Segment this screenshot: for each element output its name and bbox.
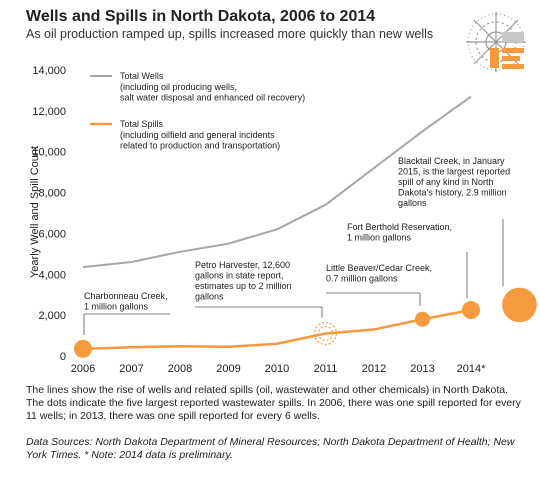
annotation-label: gallons	[195, 292, 224, 302]
annotation-label: Blacktail Creek, in January	[398, 156, 505, 166]
annotation-label: 1 million gallons	[84, 302, 149, 312]
y-axis-ticks: 0 2,000 4,000 6,000 8,000 10,000 12,000 14,000	[32, 65, 66, 363]
annotation-label: 0.7 million gallons	[326, 274, 398, 284]
y-tick-label: 14,000	[32, 65, 66, 77]
large-spill-markers	[74, 287, 537, 358]
x-tick-label: 2009	[216, 363, 240, 375]
spill-marker-dashed-outer	[313, 321, 338, 346]
chart-area: Yearly Well and Spill Count 0 2,000 4,000 6…	[29, 65, 537, 375]
annotation-label: Dakota's history, 2.9 million	[398, 188, 507, 198]
annotation-label: gallons	[398, 198, 427, 208]
legend-series-description: salt water disposal and enhanced oil rec…	[120, 93, 305, 103]
annotation-label: 1 million gallons	[347, 233, 412, 243]
legend-series-name: Total Spills	[120, 119, 164, 129]
x-tick-label: 2010	[265, 363, 289, 375]
spill-marker	[502, 287, 537, 323]
y-tick-label: 12,000	[32, 106, 66, 118]
annotation-label: gallons in state report,	[195, 271, 284, 281]
y-tick-label: 6,000	[38, 228, 66, 240]
x-tick-label: 2006	[71, 363, 95, 375]
x-tick-label: 2014*	[457, 363, 486, 375]
x-tick-label: 2011	[314, 363, 338, 375]
legend-series-name: Total Wells	[120, 71, 164, 81]
annotation-label: estimates up to 2 million	[195, 281, 292, 291]
legend-series-description: (including oilfield and general incident…	[120, 130, 275, 140]
annotation-label: spill of any kind in North	[398, 177, 494, 187]
x-tick-label: 2012	[362, 363, 386, 375]
x-tick-label: 2007	[119, 363, 143, 375]
chart-description: The lines show the rise of wells and rel…	[26, 384, 521, 422]
x-tick-label: 2013	[410, 363, 434, 375]
y-tick-label: 4,000	[38, 269, 66, 281]
y-tick-label: 2,000	[38, 310, 66, 322]
legend-series-description: related to production and transportation…	[120, 141, 280, 151]
annotation-label: Fort Berthold Reservation,	[347, 222, 452, 232]
series-lines	[82, 95, 472, 351]
legend-series-description: (including oil producing wells,	[120, 82, 237, 92]
annotation-label: Little Beaver/Cedar Creek,	[326, 263, 432, 273]
annotation-label: Charbonneau Creek,	[84, 291, 168, 301]
spill-marker-dashed-inner	[317, 325, 334, 342]
wells-line	[82, 95, 472, 269]
x-axis-ticks: 2006 2007 2008 2009 2010 2011 2012 2013 2014*	[71, 363, 486, 375]
x-tick-label: 2008	[168, 363, 192, 375]
annotation-label: Petro Harvester, 12,600	[195, 260, 290, 270]
chart-title: Wells and Spills in North Dakota, 2006 t…	[26, 8, 376, 25]
spill-marker	[414, 311, 431, 327]
y-tick-label: 10,000	[32, 147, 66, 159]
chart-subtitle: As oil production ramped up, spills incr…	[26, 27, 434, 41]
legend: Total Wells(including oil producing well…	[90, 71, 305, 151]
ie-logo-icon	[466, 12, 526, 72]
y-axis-label: Yearly Well and Spill Count	[29, 146, 41, 278]
chart-sources: Data Sources: North Dakota Department of…	[26, 436, 515, 461]
spill-marker	[462, 301, 480, 320]
spills-line	[82, 308, 472, 351]
annotation-label: 2015, is the largest reported	[398, 167, 510, 177]
spill-marker	[74, 339, 92, 358]
annotations: Charbonneau Creek,1 million gallonsPetro…	[83, 156, 510, 335]
y-tick-label: 0	[60, 351, 66, 363]
y-tick-label: 8,000	[38, 188, 66, 200]
